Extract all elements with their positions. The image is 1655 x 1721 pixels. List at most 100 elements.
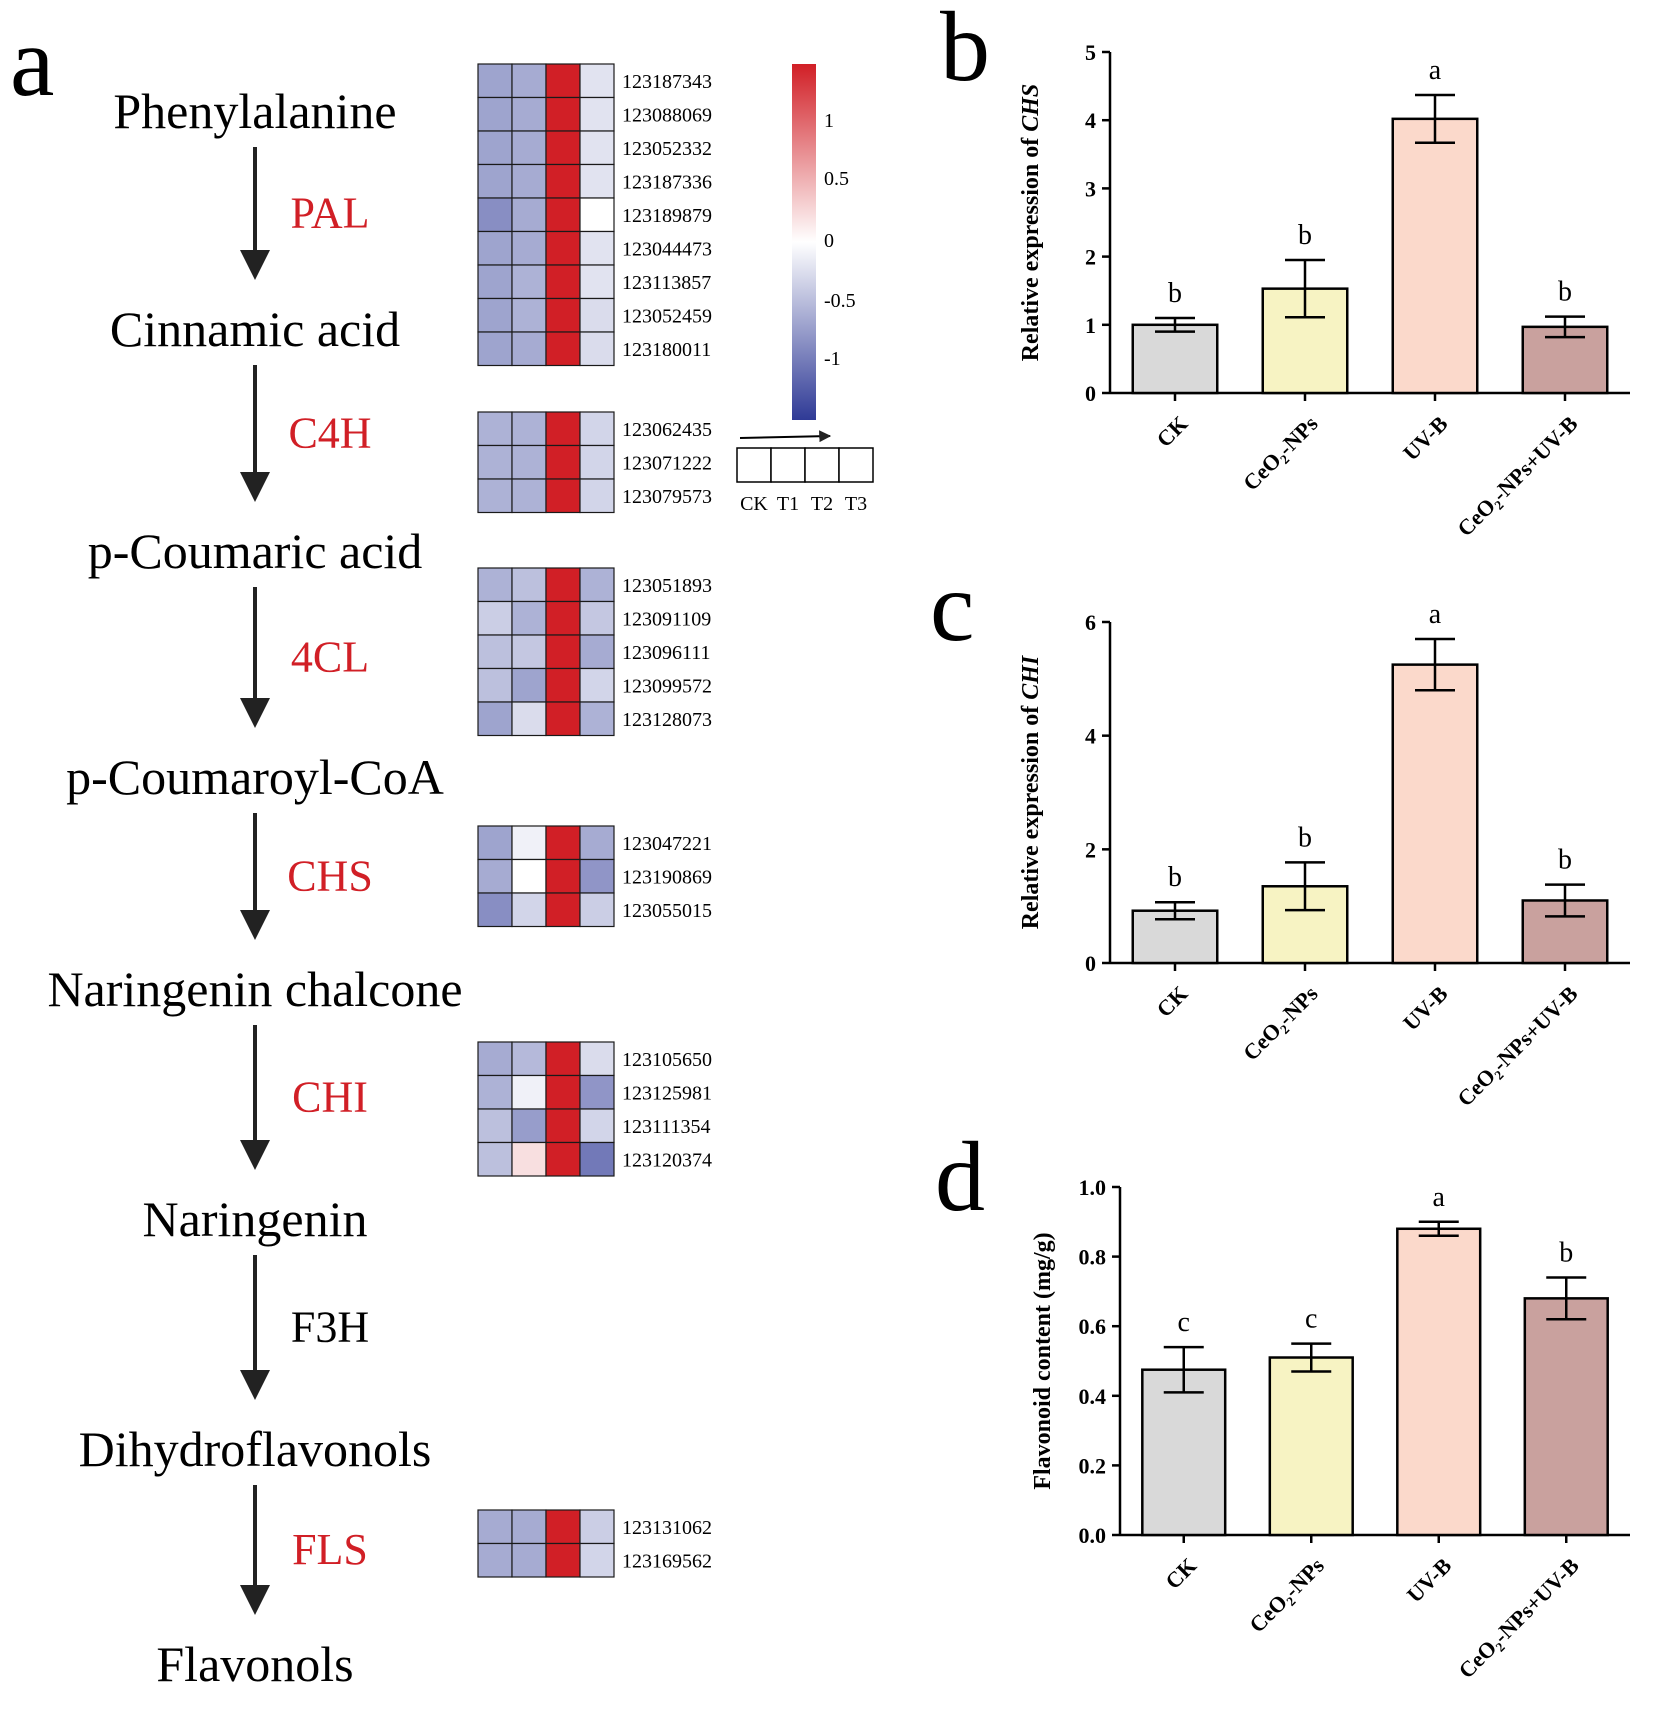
heatmap-cell	[545, 163, 581, 199]
heatmap-cell	[545, 264, 581, 300]
heatmap-cell	[579, 411, 615, 447]
significance-letter: b	[1559, 1237, 1573, 1268]
heatmap-cell	[477, 1041, 513, 1077]
metabolite-cinnamic-acid: Cinnamic acid	[110, 301, 400, 357]
heatmap-cell	[477, 264, 513, 300]
gene-id-label: 123125981	[622, 1082, 712, 1104]
heatmap-cell	[545, 634, 581, 670]
heatmap-cell	[477, 892, 513, 928]
gene-id-label: 123169562	[622, 1550, 712, 1572]
panel-c-letter: c	[930, 551, 974, 662]
y-tick-label: 4	[1085, 108, 1096, 133]
heatmap-cell	[579, 858, 615, 894]
y-tick-label: 2	[1085, 837, 1096, 862]
heatmap-block-4cl: 123051893 123091109 123096111 123099572 1231…	[477, 567, 712, 737]
x-category-label: CeO₂-NPs	[1244, 1553, 1329, 1638]
heatmap-cell	[545, 411, 581, 447]
pathway-arrow-head	[240, 472, 270, 502]
heatmap-cell	[511, 1509, 547, 1545]
heatmap-cell	[477, 858, 513, 894]
enzyme-f3h: F3H	[291, 1303, 369, 1352]
heatmap-cell	[511, 63, 547, 99]
heatmap-cell	[579, 1074, 615, 1110]
heatmap-cell	[545, 1509, 581, 1545]
pathway-diagram: Phenylalanine PAL Cinnamic acid C4H p-Coumar…	[47, 83, 462, 1692]
heatmap-cell	[511, 567, 547, 603]
heatmap-cell	[511, 130, 547, 166]
pathway-arrow-head	[240, 1585, 270, 1615]
heatmap-block-pal: 123187343 123088069 123052332 123187336 1231…	[477, 63, 712, 367]
x-category-label: CeO₂-NPs+UV-B	[1452, 981, 1583, 1112]
legend-box-t3	[838, 447, 874, 483]
metabolite-p-coumaric-acid: p-Coumaric acid	[88, 523, 423, 579]
gene-id-label: 123111354	[622, 1116, 711, 1138]
y-tick-label: 0	[1085, 951, 1096, 976]
gene-id-label: 123044473	[622, 238, 712, 260]
heatmap-cell	[579, 331, 615, 367]
legend-label-t1: T1	[777, 493, 799, 515]
significance-letter: c	[1305, 1304, 1317, 1335]
heatmap-cell	[477, 96, 513, 132]
heatmap-cell	[477, 1108, 513, 1144]
heatmap-cell	[477, 444, 513, 480]
heatmap-cell	[579, 1108, 615, 1144]
heatmap-cell	[477, 1542, 513, 1578]
x-category-label: UV-B	[1398, 981, 1453, 1036]
heatmap-cell	[545, 858, 581, 894]
y-tick-label: 6	[1085, 610, 1096, 635]
heatmap-cell	[545, 197, 581, 233]
x-category-label: CK	[1152, 411, 1193, 452]
metabolite-dihydroflavonols: Dihydroflavonols	[79, 1421, 432, 1477]
color-bar-tick-label: 1	[824, 110, 834, 132]
heatmap-cell	[579, 1141, 615, 1177]
heatmap-cell	[511, 163, 547, 199]
heatmap-cell	[511, 297, 547, 333]
y-tick-label: 0.0	[1079, 1523, 1107, 1548]
significance-letter: b	[1558, 845, 1572, 876]
heatmap-cell	[477, 701, 513, 737]
gene-id-label: 123190869	[622, 866, 712, 888]
heatmap-cell	[477, 600, 513, 636]
legend-box-ck	[736, 447, 772, 483]
heatmap-cell	[545, 331, 581, 367]
significance-letter: b	[1298, 220, 1312, 251]
x-category-label: CeO₂-NPs+UV-B	[1452, 411, 1583, 542]
heatmap-cell	[579, 667, 615, 703]
bar-uv-b	[1396, 1227, 1482, 1537]
enzyme-chi: CHI	[292, 1073, 368, 1122]
legend-box-t2	[804, 447, 840, 483]
heatmap-cell	[579, 1041, 615, 1077]
group-order-arrow	[739, 430, 832, 443]
y-axis-label: Flavonoid content (mg/g)	[1030, 1232, 1056, 1489]
heatmap-cell	[579, 130, 615, 166]
x-category-label: CK	[1152, 981, 1193, 1022]
heatmap-cell	[579, 230, 615, 266]
gene-id-label: 123120374	[622, 1149, 712, 1171]
heatmap-cell	[579, 892, 615, 928]
heatmap-cell	[579, 444, 615, 480]
heatmap-cell	[579, 297, 615, 333]
group-legend: CK T1 T2 T3	[736, 430, 874, 515]
heatmap-cell	[511, 264, 547, 300]
y-tick-label: 4	[1085, 724, 1096, 749]
heatmap-cell	[477, 163, 513, 199]
heatmap-cell	[579, 634, 615, 670]
heatmap-cell	[511, 701, 547, 737]
y-axis-label: Relative expression of CHS	[1018, 84, 1044, 362]
panel-a-pathway: a Phenylalanine PAL Cinnamic acid C4H p-Coum…	[10, 6, 874, 1692]
x-category-label: CeO₂-NPs	[1238, 411, 1323, 496]
heatmap-cell	[511, 331, 547, 367]
heatmap-cell	[511, 1041, 547, 1077]
color-bar-gradient	[792, 64, 816, 420]
bar-ceo-nps	[1268, 1356, 1354, 1537]
gene-id-label: 123051893	[622, 575, 712, 597]
heatmap-cell	[579, 1509, 615, 1545]
gene-id-label: 123096111	[622, 642, 711, 664]
heatmap-cell	[579, 567, 615, 603]
heatmap-cell	[545, 892, 581, 928]
heatmap-cell	[477, 130, 513, 166]
significance-letter: a	[1429, 599, 1442, 630]
heatmap-cell	[545, 1074, 581, 1110]
color-bar-tick-label: 0.5	[824, 168, 849, 190]
